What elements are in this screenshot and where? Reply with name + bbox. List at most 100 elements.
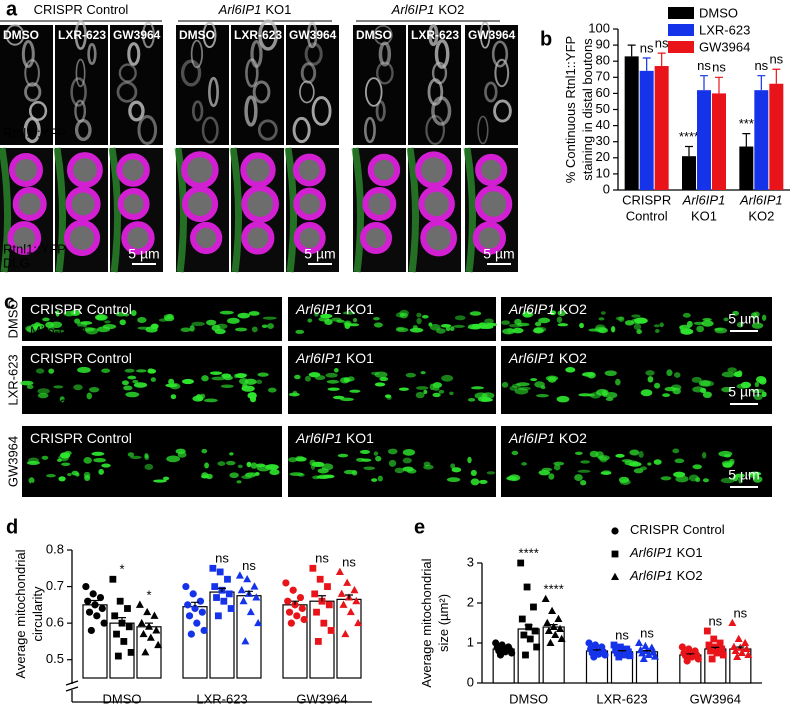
- mitochondrion: [738, 476, 743, 484]
- mitochondrion: [666, 369, 673, 377]
- mitochondrion: [530, 378, 538, 382]
- data-point: [87, 626, 95, 635]
- data-point: [707, 647, 714, 655]
- group-header-part: Arl6IP1: [218, 2, 262, 17]
- mitochondrion: [509, 385, 518, 391]
- y-axis-label-line: size (µm²): [436, 594, 451, 652]
- x-tick-label: DMSO: [103, 691, 142, 706]
- data-point: [731, 646, 740, 654]
- data-point: [91, 601, 99, 609]
- mitochondrion: [733, 371, 742, 378]
- y-axis-label: % Continuous Rtnl1::YFP staining in dista…: [563, 36, 595, 183]
- column-label-part: Arl6IP1: [295, 430, 342, 446]
- y-tick-label: 0: [467, 674, 474, 689]
- bouton: [293, 221, 326, 255]
- treatment-label: LXR-623: [234, 28, 282, 42]
- mitochondrion: [636, 329, 642, 335]
- mitochondrion: [28, 477, 35, 484]
- error-bar: [318, 595, 326, 602]
- data-point: [220, 597, 228, 605]
- data-point: [143, 607, 152, 616]
- mitochondrion: [170, 394, 177, 400]
- mitochondrion: [130, 310, 137, 317]
- mitochondrion: [514, 318, 522, 325]
- x-tick-label: CRISPR: [622, 192, 671, 207]
- yfp-signal: [375, 100, 386, 122]
- column-label: Arl6IP1 KO2: [508, 301, 587, 317]
- mitochondrion: [137, 326, 150, 330]
- data-point: [98, 604, 106, 613]
- mitochondrion: [615, 378, 621, 386]
- mitochondrion: [295, 456, 307, 462]
- green-signal: [463, 147, 477, 273]
- yfp-signal: [5, 24, 25, 46]
- mitochondrion: [374, 371, 388, 378]
- legend-label: Arl6IP1 KO2: [629, 568, 703, 583]
- data-point: [650, 652, 659, 660]
- bar: [639, 70, 654, 190]
- mitochondrion: [47, 326, 55, 332]
- green-signal: [406, 147, 420, 273]
- mitochondrion: [304, 375, 311, 382]
- data-point: [239, 596, 248, 605]
- mitochondrion: [686, 320, 693, 328]
- mitochondrion: [249, 395, 257, 403]
- column-label-part: CRISPR Control: [30, 301, 132, 317]
- data-point: [522, 651, 529, 659]
- error-bar: [245, 590, 253, 596]
- bouton: [420, 219, 458, 257]
- mitochondrion: [421, 315, 429, 319]
- error-bar: [593, 649, 601, 651]
- mitochondrion: [523, 310, 532, 318]
- bar: [654, 66, 669, 190]
- bouton: [181, 151, 219, 189]
- data-point: [613, 649, 621, 657]
- mitochondrion: [453, 324, 466, 328]
- data-point: [284, 597, 292, 605]
- mitochondrion: [695, 477, 701, 483]
- mitochondrion: [349, 389, 361, 393]
- mitochondrion: [446, 477, 461, 483]
- data-point: [716, 639, 724, 647]
- mitochondrion: [574, 451, 583, 456]
- x-tick-label: LXR-623: [596, 691, 647, 706]
- data-point: [214, 612, 222, 620]
- yfp-signal: [491, 40, 509, 68]
- data-point: [350, 585, 359, 594]
- significance-label: ns: [769, 52, 783, 67]
- data-point: [741, 638, 750, 646]
- x-tick-label: GW3964: [690, 691, 741, 706]
- mitochondrion: [432, 382, 443, 388]
- mitochondrion: [91, 451, 105, 456]
- mitochondrion: [26, 460, 40, 465]
- mitochondrion: [506, 476, 518, 481]
- mitochondrion: [101, 463, 111, 468]
- mitochondrion: [450, 463, 456, 469]
- mitochondrion: [67, 473, 72, 477]
- column-label-part: KO2: [559, 350, 587, 366]
- data-point: [114, 652, 122, 660]
- mitochondrion: [297, 473, 305, 477]
- bar: [697, 90, 711, 190]
- mitochondrion: [37, 388, 50, 394]
- yfp-signal: [258, 19, 278, 51]
- data-point: [518, 615, 526, 623]
- bar: [754, 90, 769, 190]
- mitochondrion: [20, 380, 34, 386]
- mitochondrion: [659, 322, 664, 328]
- data-point: [719, 651, 727, 659]
- data-point: [116, 597, 124, 605]
- error-bar: [686, 653, 695, 655]
- mitochondrion: [516, 382, 530, 387]
- bouton: [181, 185, 219, 223]
- data-point: [184, 601, 192, 609]
- significance-label: *: [146, 587, 151, 602]
- error-bar: [685, 145, 693, 157]
- data-point: [548, 606, 557, 614]
- mitochondrion: [420, 371, 426, 375]
- mitochondrion: [95, 314, 107, 321]
- axis-break: [65, 686, 79, 692]
- mitochondrion: [177, 451, 187, 458]
- mitochondrion: [115, 311, 126, 317]
- mitochondrion: [201, 448, 208, 454]
